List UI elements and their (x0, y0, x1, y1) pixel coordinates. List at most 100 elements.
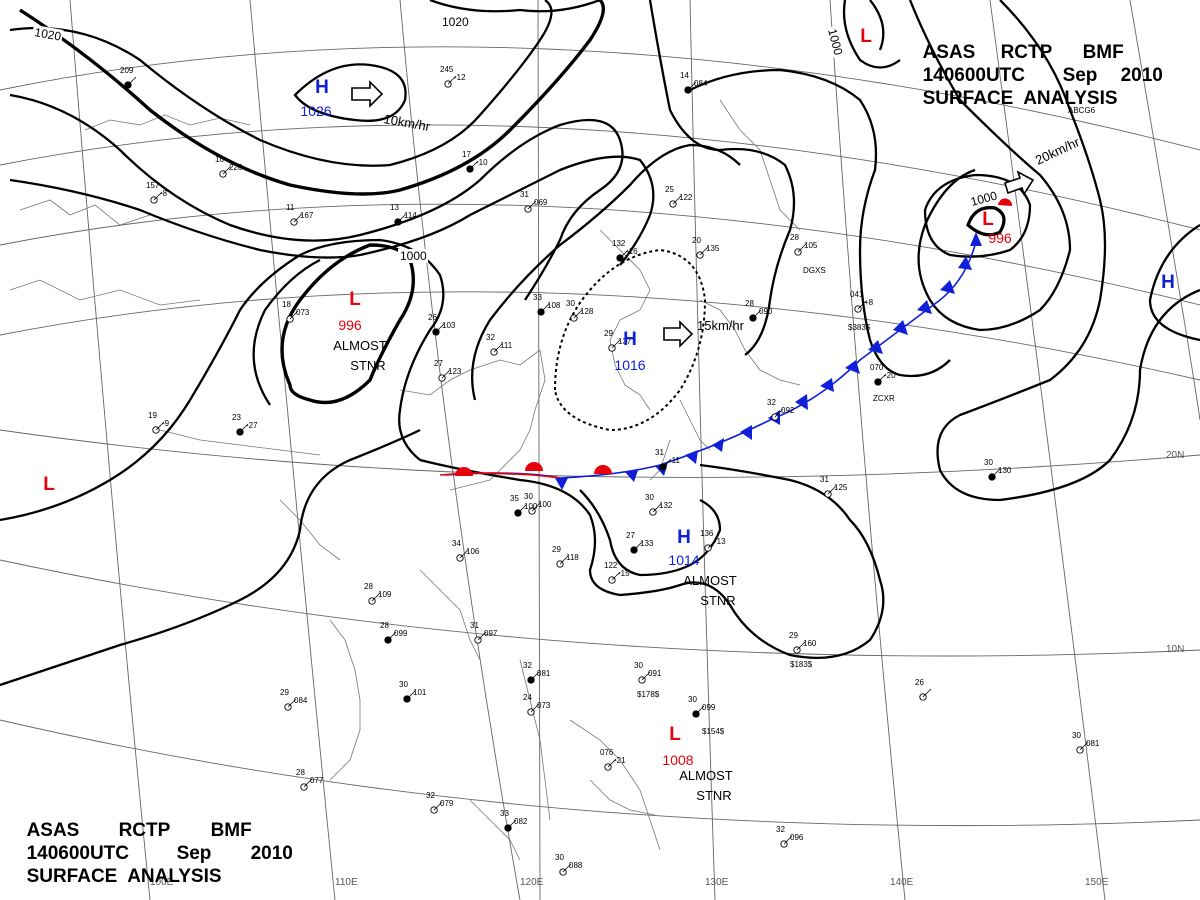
station-value: 076 (600, 748, 614, 757)
station-value: 32 (767, 398, 776, 407)
cold-front-triangle (970, 232, 982, 246)
cold-front-triangle (820, 378, 834, 392)
station-pressure: 137 (618, 337, 632, 346)
motion-speed-label: 15km/hr (697, 318, 745, 333)
isobar-label: 1020 (442, 15, 469, 29)
station-pressure: 097 (484, 629, 498, 638)
isobars (0, 0, 1200, 687)
station-plot: 31 097 (470, 621, 498, 644)
header-title: SURFACE ANALYSIS (26, 866, 222, 887)
wind-barb-icon (387, 631, 397, 641)
wind-barb-icon (752, 309, 762, 319)
station-value: 20 (692, 236, 701, 245)
meridian-line (1129, 0, 1200, 421)
station-value: 34 (452, 539, 461, 548)
low-pressure-letter: L (669, 724, 681, 745)
wind-barb-icon (687, 81, 697, 91)
station-pressure: 101 (413, 688, 427, 697)
station-value: 29 (604, 329, 613, 338)
station-value: 35 (510, 494, 519, 503)
isobar (908, 0, 1072, 332)
header-station: RCTP (1000, 42, 1053, 63)
longitude-label: 100E (150, 877, 174, 888)
station-pressure: 160 (803, 639, 817, 648)
isobar (419, 458, 885, 659)
station-code: ABCG6 (1068, 106, 1096, 115)
station-value: 33 (533, 293, 542, 302)
parallel-line (0, 46, 1200, 151)
header-title: SURFACE ANALYSIS (922, 88, 1118, 109)
station-pressure: 114 (404, 211, 417, 220)
wind-barb-icon (662, 458, 672, 468)
station-plot: 19 -9 (148, 411, 170, 434)
header-type: BMF (210, 820, 252, 841)
isobar (9, 93, 624, 301)
station-value: 28 (296, 768, 305, 777)
station-pressure: 090 (759, 307, 773, 316)
wind-barb-icon (991, 468, 1001, 478)
station-plot: 34 106 (452, 539, 480, 562)
wind-barb-icon (607, 758, 617, 768)
station-pressure: 100 (524, 502, 538, 511)
header-line-1: ASAS RCTP BMF (923, 41, 1124, 64)
cold-front-triangle (940, 280, 955, 294)
station-pressure: 099 (702, 703, 716, 712)
station-pressure: -8 (160, 189, 168, 198)
coastline (469, 799, 521, 861)
station-plot: 28 077 (296, 768, 324, 791)
wind-barb-icon (293, 213, 303, 223)
isobar (936, 0, 1200, 502)
parallel-line (0, 559, 1200, 657)
wind-barb-icon (127, 76, 137, 86)
station-pressure: 081 (1086, 739, 1100, 748)
station-pressure: 111 (500, 341, 513, 350)
isobar-label-bg (440, 15, 470, 29)
motion-arrow-icon (351, 80, 384, 108)
grid-labels: 100E 110E 120E 130E 140E 150E 20N 10N (150, 450, 1184, 888)
meridian-line (829, 0, 906, 900)
isobar-label: 1000 (400, 249, 427, 263)
header-time: 140600UTC (922, 65, 1026, 86)
wind-barb-icon (406, 690, 416, 700)
header-type: BMF (1082, 42, 1124, 63)
station-plot: 17 -10 (462, 150, 488, 173)
station-plot: 13 114 (390, 203, 417, 226)
station-value: 31 (520, 190, 529, 199)
station-value: 132 (612, 239, 626, 248)
station-plot: 18 073 (282, 300, 310, 323)
station-plot: 25 122 (665, 185, 693, 208)
wind-barb-icon (783, 835, 793, 845)
station-value: 32 (776, 825, 785, 834)
station-plot: 29 160 (789, 631, 817, 654)
station-value: 16 (215, 155, 224, 164)
cold-front-triangle (893, 320, 908, 335)
longitude-label: 140E (890, 877, 914, 888)
warm-front-bump (455, 467, 473, 476)
wind-barb-icon (397, 213, 407, 223)
station-codes: DGXS ZCXR ABCG6 $383$ $183$ $178$ $154$ (637, 106, 1096, 736)
station-value: 28 (745, 299, 754, 308)
station-plot: 070-20 (870, 363, 896, 386)
header-line-1: ASAS RCTP BMF (27, 819, 252, 842)
low-pressure-letter: L (349, 289, 361, 310)
header-bottom-left: ASAS RCTP BMF 140600UTC Sep 2010 SURFACE ANA… (16, 796, 296, 888)
wind-barb-icon (517, 504, 527, 514)
isobar (293, 63, 407, 122)
system-note: STNR (350, 358, 385, 373)
header-line-2: 140600UTC Sep 2010 (27, 842, 293, 865)
station-value: 33 (500, 809, 509, 818)
isobar-labels: 1020 1020 1000 1000 1000 (31, 15, 1000, 263)
station-plot: 23 -27 (232, 413, 258, 436)
station-value: 29 (789, 631, 798, 640)
coastline (719, 99, 801, 231)
wind-barb-icon (540, 303, 550, 313)
coastline (569, 719, 661, 851)
wind-barb-icon (922, 688, 932, 698)
wind-barb-icon (153, 191, 163, 201)
station-pressure: 122 (679, 193, 693, 202)
station-code: $178$ (637, 690, 660, 699)
station-plot: 30 132 (645, 493, 673, 516)
